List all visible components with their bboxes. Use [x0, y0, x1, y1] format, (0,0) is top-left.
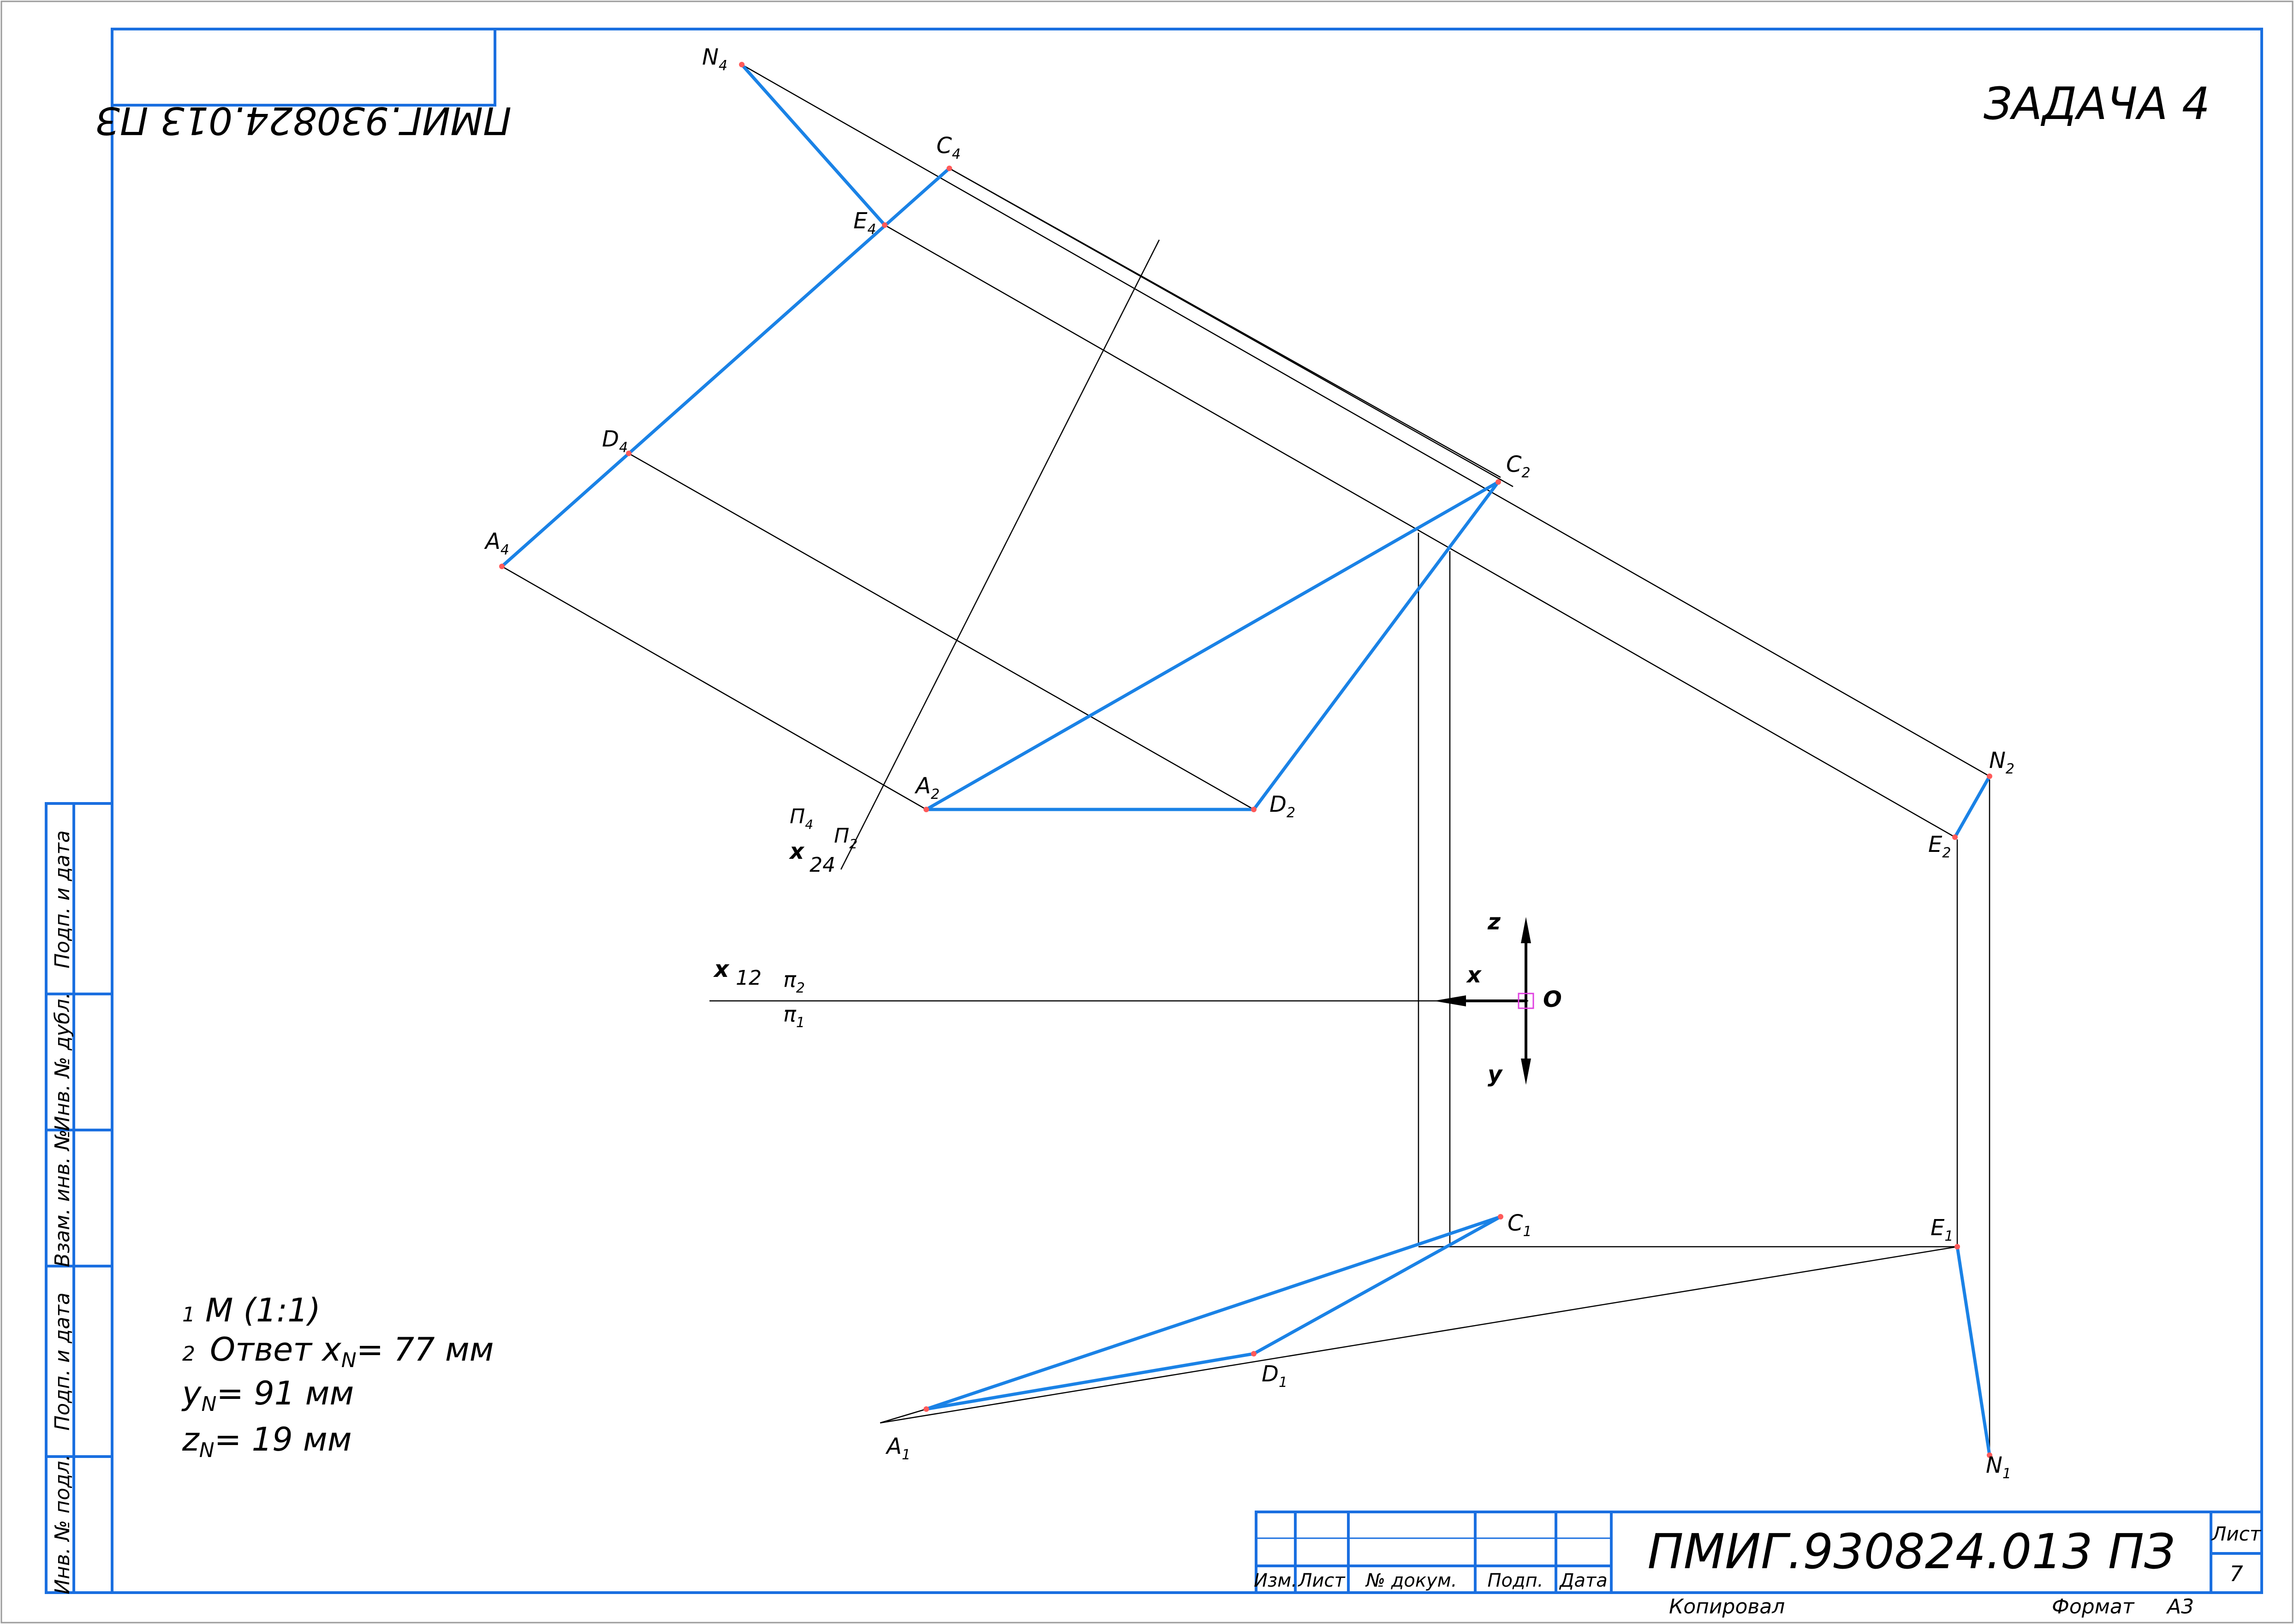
edge-D1-C1: [1252, 1215, 1502, 1356]
label-E2: E2: [1928, 832, 1951, 861]
side-stamp: Подп. и дата Инв. № дубл. Взам. инв. № П…: [46, 803, 112, 1594]
format-value: А3: [2166, 1595, 2194, 1618]
mirrored-stamp: ПМИГ.930824.013 ПЗ: [95, 28, 512, 142]
side-stamp-cell: Инв. № подл.: [51, 1454, 74, 1594]
coordinate-axes: [1434, 917, 1534, 1085]
x-axis-label: x: [1466, 962, 1482, 988]
axis-x24: [840, 239, 1160, 870]
x24-index: 24: [810, 853, 835, 877]
projection-line: [880, 1246, 1958, 1424]
edge-N4-E4: [740, 63, 887, 227]
origin-marker: [1518, 993, 1534, 1009]
projection-line: [949, 167, 1501, 478]
edge-N2-E2: [1953, 774, 1991, 839]
note-answer-x: Ответ xN= 77 мм: [210, 1331, 494, 1372]
notes: 1 М (1:1) 2 Ответ xN= 77 мм yN= 91 мм zN…: [181, 1291, 494, 1462]
title-block: Изм. Лист № докум. Подп. Дата ПМИГ.93082…: [1254, 1511, 2263, 1594]
note-number: 2: [182, 1342, 195, 1366]
P4-label: П4: [790, 805, 813, 832]
x12-label: x: [713, 956, 730, 982]
edge-E1-N1: [1955, 1245, 1991, 1457]
format-label: Формат: [2052, 1595, 2135, 1618]
binding-strip: [45, 802, 113, 1594]
title-block-column: Изм.: [1254, 1570, 1297, 1591]
projection-line: [741, 64, 1990, 777]
copied-label: Копировал: [1669, 1595, 1785, 1618]
label-N2: N2: [1989, 748, 2014, 777]
label-A4: A4: [484, 529, 509, 558]
task-title: ЗАДАЧА 4: [1984, 78, 2210, 130]
edge-D2-C2: [1252, 480, 1500, 811]
label-A1: A1: [885, 1434, 911, 1463]
P2-label: П2: [834, 824, 858, 851]
label-E4: E4: [853, 208, 876, 238]
edge-C4-A4: [500, 167, 951, 568]
document-code: ПМИГ.930824.013 ПЗ: [1647, 1523, 2175, 1580]
label-N4: N4: [702, 44, 727, 74]
title-block-column: Лист: [1297, 1570, 1346, 1591]
edge-A1-C1: [924, 1215, 1502, 1411]
object-edges: [500, 63, 1991, 1457]
x12-index: 12: [736, 966, 762, 990]
projection-line: [628, 452, 1254, 810]
side-stamp-cell: Подп. и дата: [51, 830, 74, 969]
pi2-label: π2: [783, 967, 805, 996]
axis-labels: x 12 π2 π1 x 24 П4 П2 O z x y: [713, 805, 1562, 1087]
edge-A1-D1: [924, 1352, 1256, 1411]
label-E1: E1: [1931, 1215, 1953, 1244]
edge-A2-C2: [924, 480, 1500, 811]
note-answer-y: yN= 91 мм: [181, 1374, 354, 1416]
projection-line: [880, 1408, 927, 1424]
label-C2: C2: [1506, 452, 1531, 481]
label-D1: D1: [1262, 1361, 1287, 1391]
projection-line: [884, 224, 1955, 838]
pi1-label: π1: [783, 1002, 805, 1031]
x24-label: x: [789, 839, 805, 864]
title-block-column: Подп.: [1487, 1570, 1543, 1591]
title-block-column: Дата: [1559, 1570, 1608, 1591]
note-scale: М (1:1): [205, 1291, 321, 1329]
side-stamp-cell: Подп. и дата: [51, 1292, 74, 1431]
label-D2: D2: [1269, 791, 1295, 821]
sheet-number: 7: [2229, 1561, 2243, 1586]
y-axis-label: y: [1488, 1061, 1503, 1087]
label-C1: C1: [1507, 1210, 1532, 1240]
label-D4: D4: [602, 426, 628, 456]
mirrored-document-code: ПМИГ.930824.013 ПЗ: [95, 98, 511, 142]
construction-lines: [501, 64, 1990, 1455]
label-C4: C4: [936, 133, 961, 162]
title-block-column: № докум.: [1365, 1570, 1457, 1591]
label-N1: N1: [1986, 1452, 2011, 1482]
side-stamp-cell: Инв. № дубл.: [51, 992, 74, 1131]
point-labels: N4 C4 E4 D4 A4 C2 A2 D2 N2 E2 C1 E1 D1 A…: [484, 44, 2014, 1482]
note-number: 1: [182, 1303, 195, 1327]
side-stamp-cell: Взам. инв. №: [51, 1130, 74, 1267]
point-markers: [499, 62, 1992, 1458]
sheet-label: Лист: [2211, 1523, 2262, 1545]
origin-label: O: [1543, 987, 1562, 1012]
projection-line: [501, 565, 927, 810]
note-answer-z: zN= 19 мм: [182, 1421, 352, 1462]
z-axis-label: z: [1487, 909, 1501, 935]
label-A2: A2: [914, 773, 940, 803]
